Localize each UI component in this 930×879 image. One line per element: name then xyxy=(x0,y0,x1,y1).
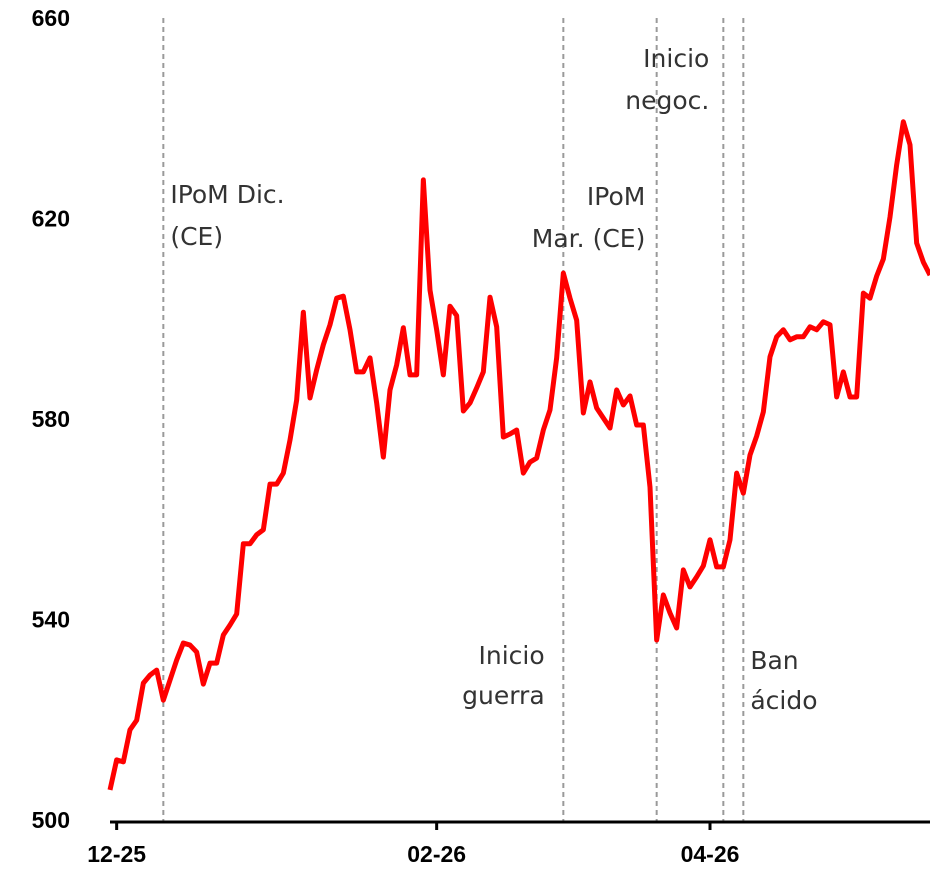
y-tick-label: 580 xyxy=(32,406,70,432)
event-label: IPoM Dic. xyxy=(170,180,284,209)
x-tick-label: 02-26 xyxy=(407,841,466,867)
event-label: Inicio xyxy=(479,641,545,670)
event-label: (CE) xyxy=(170,222,223,251)
event-label: ácido xyxy=(750,686,817,715)
y-tick-label: 620 xyxy=(32,206,70,232)
y-tick-label: 540 xyxy=(32,607,70,633)
event-label: Mar. (CE) xyxy=(532,224,646,253)
x-tick-label: 04-26 xyxy=(681,841,740,867)
y-tick-label: 500 xyxy=(32,807,70,833)
x-tick-label: 12-25 xyxy=(87,841,146,867)
event-label: Ban xyxy=(750,646,798,675)
event-label: Inicio xyxy=(643,44,709,73)
y-tick-label: 660 xyxy=(32,5,70,31)
event-label: IPoM xyxy=(587,182,645,211)
data-line xyxy=(107,119,930,791)
event-label: guerra xyxy=(462,681,545,710)
event-label: negoc. xyxy=(625,86,709,115)
